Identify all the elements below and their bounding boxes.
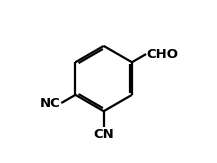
Text: NC: NC (40, 96, 61, 110)
Text: CN: CN (93, 128, 114, 141)
Text: CHO: CHO (146, 48, 178, 61)
